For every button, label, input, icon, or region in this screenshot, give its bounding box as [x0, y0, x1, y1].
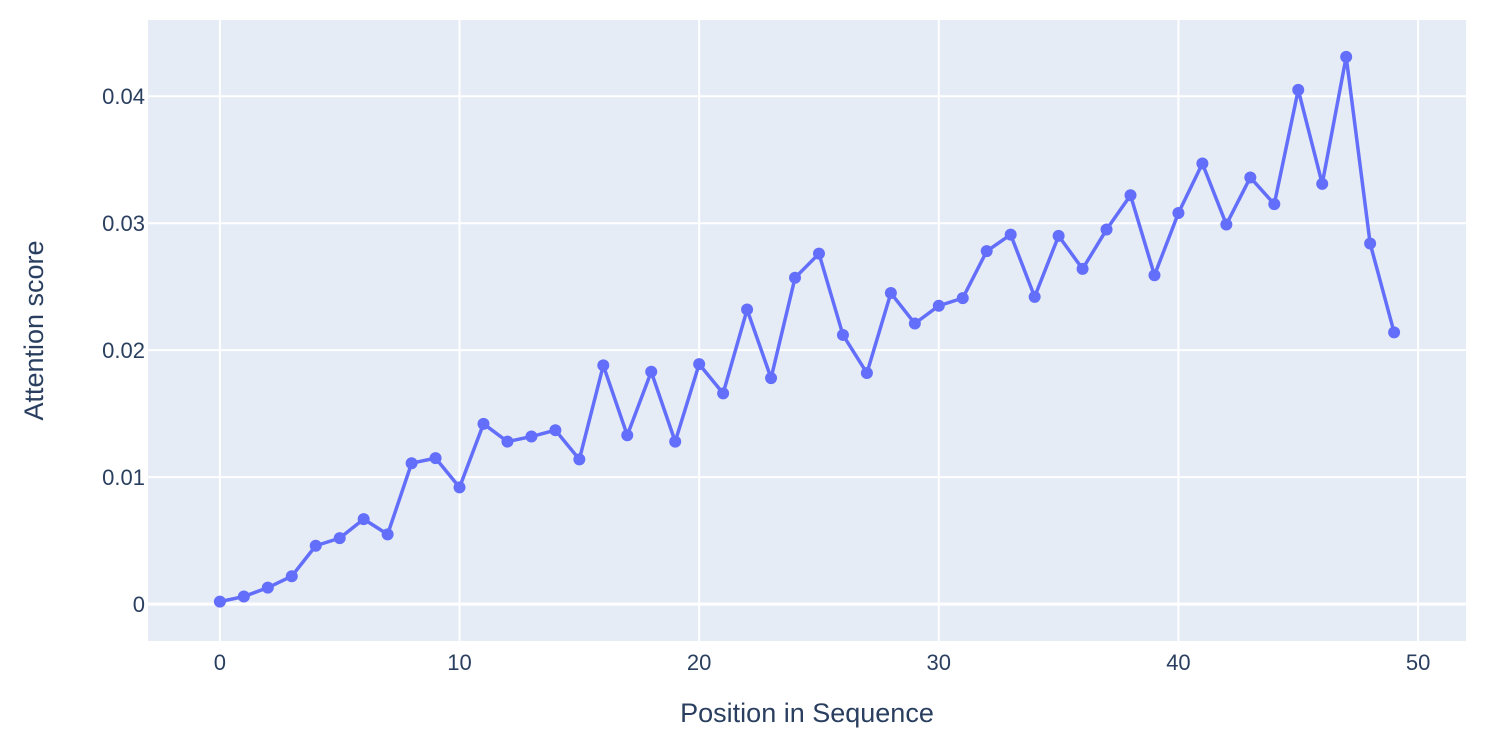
data-point[interactable]: [980, 245, 993, 258]
data-point[interactable]: [1388, 326, 1401, 339]
data-point[interactable]: [836, 328, 849, 341]
x-tick-label: 50: [1406, 650, 1430, 675]
data-point[interactable]: [741, 303, 754, 316]
data-point[interactable]: [573, 453, 586, 466]
x-axis-title: Position in Sequence: [680, 698, 934, 728]
y-tick-label: 0: [133, 592, 145, 617]
data-point[interactable]: [525, 430, 538, 443]
x-tick-label: 20: [687, 650, 711, 675]
data-point[interactable]: [285, 570, 298, 583]
data-point[interactable]: [405, 457, 418, 470]
x-tick-label: 30: [927, 650, 951, 675]
data-point[interactable]: [309, 539, 322, 552]
data-point[interactable]: [884, 287, 897, 300]
y-axis-ticks: 0 0.01 0.02 0.03 0.04: [102, 84, 145, 617]
data-point[interactable]: [1196, 157, 1209, 170]
data-point[interactable]: [477, 417, 490, 430]
data-point[interactable]: [789, 271, 802, 284]
x-tick-label: 0: [214, 650, 226, 675]
data-point[interactable]: [1028, 290, 1041, 303]
data-point[interactable]: [261, 581, 274, 594]
data-point[interactable]: [860, 367, 873, 380]
y-tick-label: 0.02: [102, 338, 145, 363]
data-point[interactable]: [1340, 50, 1353, 63]
data-point[interactable]: [645, 365, 658, 378]
y-tick-label: 0.04: [102, 84, 145, 109]
data-point[interactable]: [549, 424, 562, 437]
data-point[interactable]: [621, 429, 634, 442]
y-tick-label: 0.01: [102, 465, 145, 490]
data-point[interactable]: [453, 481, 466, 494]
x-tick-label: 10: [447, 650, 471, 675]
data-point[interactable]: [956, 292, 969, 305]
y-tick-label: 0.03: [102, 211, 145, 236]
plot-area: [148, 20, 1466, 641]
data-point[interactable]: [908, 317, 921, 330]
data-point[interactable]: [1076, 262, 1089, 275]
data-point[interactable]: [237, 590, 250, 603]
data-point[interactable]: [1316, 177, 1329, 190]
data-point[interactable]: [381, 528, 394, 541]
data-point[interactable]: [1220, 218, 1233, 231]
data-point[interactable]: [1052, 229, 1065, 242]
data-point[interactable]: [1292, 83, 1305, 96]
data-point[interactable]: [213, 595, 226, 608]
data-point[interactable]: [501, 435, 514, 448]
data-point[interactable]: [765, 372, 778, 385]
data-point[interactable]: [1244, 171, 1257, 184]
data-point[interactable]: [1148, 269, 1161, 282]
data-point[interactable]: [1100, 223, 1113, 236]
data-point[interactable]: [357, 513, 370, 526]
data-point[interactable]: [1124, 189, 1137, 202]
grid-lines: [148, 20, 1466, 641]
data-point[interactable]: [693, 358, 706, 371]
y-axis-title: Attention score: [19, 240, 49, 420]
data-point[interactable]: [812, 247, 825, 260]
series-layer: [213, 50, 1401, 608]
data-point[interactable]: [717, 387, 730, 400]
data-point[interactable]: [333, 532, 346, 545]
data-point[interactable]: [429, 452, 442, 465]
x-tick-label: 40: [1166, 650, 1190, 675]
data-point[interactable]: [932, 299, 945, 312]
x-axis-ticks: 0 10 20 30 40 50: [214, 650, 1431, 675]
data-point[interactable]: [597, 359, 610, 372]
data-point[interactable]: [669, 435, 682, 448]
data-point[interactable]: [1004, 228, 1017, 241]
data-point[interactable]: [1364, 237, 1377, 250]
data-point[interactable]: [1172, 207, 1185, 220]
data-point[interactable]: [1268, 198, 1281, 211]
